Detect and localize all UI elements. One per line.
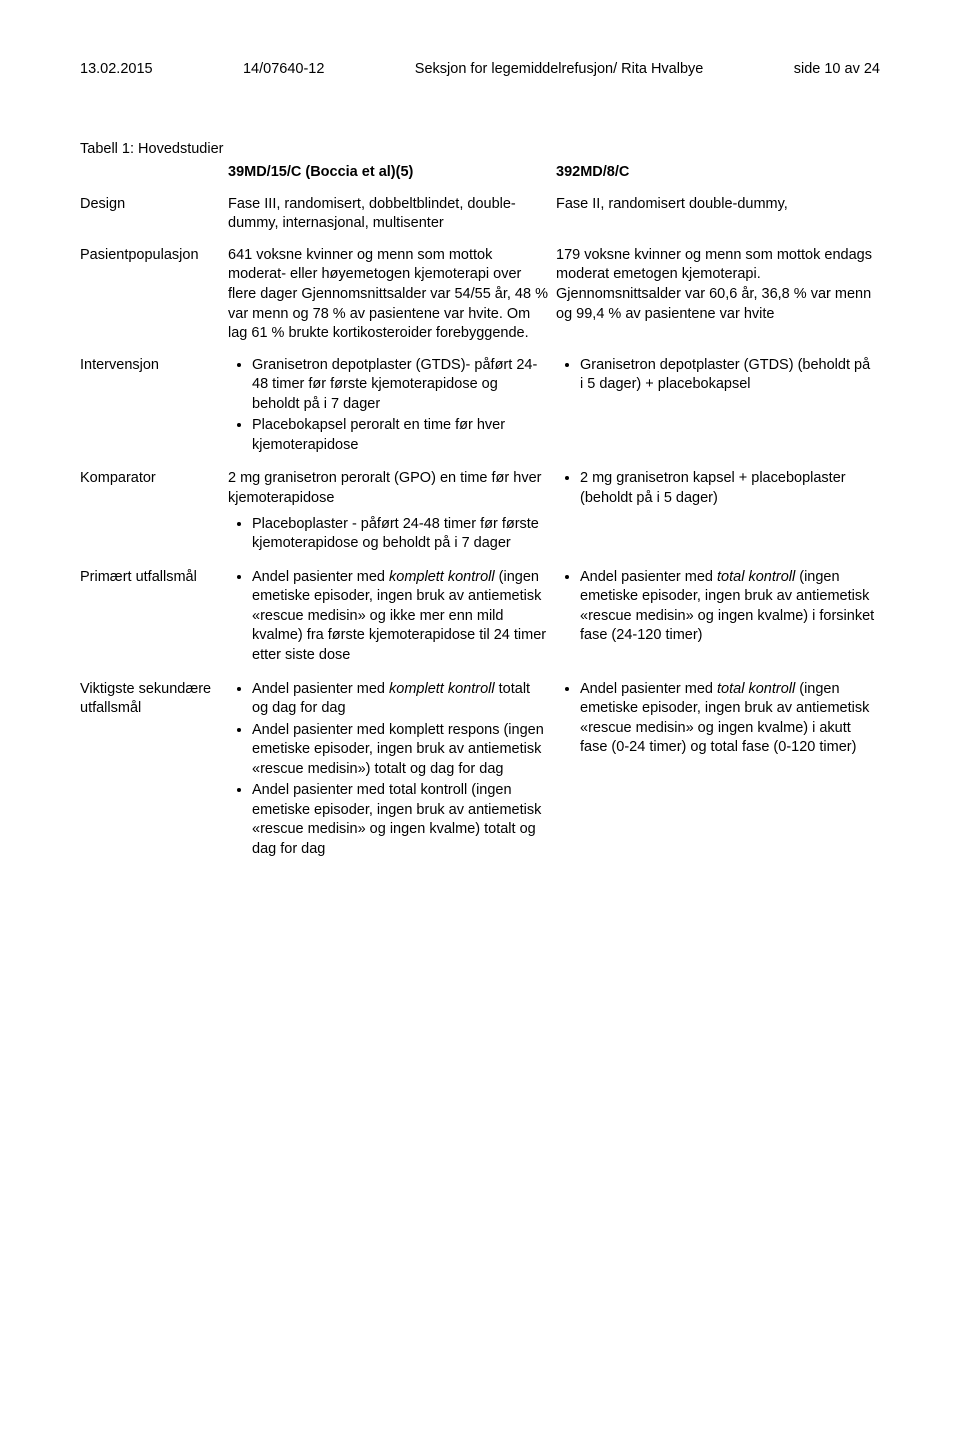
list: Andel pasienter med total kontroll (inge…	[556, 680, 876, 758]
row-komparator: Komparator 2 mg granisetron peroralt (GP…	[80, 467, 884, 565]
row-label: Viktigste sekundære utfallsmål	[80, 678, 228, 872]
list-item: Andel pasienter med total kontroll (inge…	[252, 781, 548, 859]
intervensjon-c2: Granisetron depotplaster (GTDS) (beholdt…	[556, 354, 884, 468]
list-item: Andel pasienter med total kontroll (inge…	[580, 680, 876, 758]
row-label: Design	[80, 193, 228, 244]
table-title: Tabell 1: Hovedstudier	[80, 140, 880, 160]
row-pasientpopulasjon: Pasientpopulasjon 641 voksne kvinner og …	[80, 244, 884, 354]
komparator-c1-lead: 2 mg granisetron peroralt (GPO) en time …	[228, 469, 548, 508]
text: Andel pasienter med	[580, 569, 717, 585]
komparator-c2: 2 mg granisetron kapsel + placeboplaster…	[556, 467, 884, 565]
primaert-c1: Andel pasienter med komplett kontroll (i…	[228, 566, 556, 678]
page-header: 13.02.2015 14/07640-12 Seksjon for legem…	[80, 60, 880, 80]
header-ref: 14/07640-12	[243, 60, 324, 80]
row-label: Primært utfallsmål	[80, 566, 228, 678]
sekundaere-c1: Andel pasienter med komplett kontroll to…	[228, 678, 556, 872]
list-item: Placeboplaster - påført 24-48 timer før …	[252, 515, 548, 554]
pasientpop-c2: 179 voksne kvinner og menn som mottok en…	[556, 244, 884, 354]
row-primaert: Primært utfallsmål Andel pasienter med k…	[80, 566, 884, 678]
list-item: Andel pasienter med total kontroll (inge…	[580, 568, 876, 646]
row-label: Pasientpopulasjon	[80, 244, 228, 354]
text: Andel pasienter med total kontroll (inge…	[252, 782, 541, 857]
col-header-study2: 392MD/8/C	[556, 161, 884, 193]
row-label: Komparator	[80, 467, 228, 565]
primaert-c2: Andel pasienter med total kontroll (inge…	[556, 566, 884, 678]
row-intervensjon: Intervensjon Granisetron depotplaster (G…	[80, 354, 884, 468]
header-section: Seksjon for legemiddelrefusjon/ Rita Hva…	[415, 60, 704, 80]
italic-text: komplett kontroll	[389, 569, 495, 585]
studies-table: 39MD/15/C (Boccia et al)(5) 392MD/8/C De…	[80, 161, 884, 871]
row-design: Design Fase III, randomisert, dobbeltbli…	[80, 193, 884, 244]
header-page: side 10 av 24	[794, 60, 880, 80]
list-item: Granisetron depotplaster (GTDS)- påført …	[252, 356, 548, 415]
text: Andel pasienter med komplett respons (in…	[252, 722, 544, 777]
text: Andel pasienter med	[252, 681, 389, 697]
design-c2: Fase II, randomisert double-dummy,	[556, 193, 884, 244]
col-header-study1: 39MD/15/C (Boccia et al)(5)	[228, 161, 556, 193]
italic-text: komplett kontroll	[389, 681, 495, 697]
list: Andel pasienter med komplett kontroll to…	[228, 680, 548, 860]
komparator-c1: 2 mg granisetron peroralt (GPO) en time …	[228, 467, 556, 565]
text: Andel pasienter med	[252, 569, 389, 585]
sekundaere-c2: Andel pasienter med total kontroll (inge…	[556, 678, 884, 872]
list-item: Andel pasienter med komplett kontroll to…	[252, 680, 548, 719]
list-item: Placebokapsel peroralt en time før hver …	[252, 416, 548, 455]
italic-text: total kontroll	[717, 681, 795, 697]
list-item: Andel pasienter med komplett kontroll (i…	[252, 568, 548, 666]
list-item: 2 mg granisetron kapsel + placeboplaster…	[580, 469, 876, 508]
design-c1: Fase III, randomisert, dobbeltblindet, d…	[228, 193, 556, 244]
list: Granisetron depotplaster (GTDS)- påført …	[228, 356, 548, 456]
pasientpop-c1: 641 voksne kvinner og menn som mottok mo…	[228, 244, 556, 354]
list: Andel pasienter med komplett kontroll (i…	[228, 568, 548, 666]
table-header-row: 39MD/15/C (Boccia et al)(5) 392MD/8/C	[80, 161, 884, 193]
list-item: Granisetron depotplaster (GTDS) (beholdt…	[580, 356, 876, 395]
list: 2 mg granisetron kapsel + placeboplaster…	[556, 469, 876, 508]
list: Placeboplaster - påført 24-48 timer før …	[228, 515, 548, 554]
row-label: Intervensjon	[80, 354, 228, 468]
intervensjon-c1: Granisetron depotplaster (GTDS)- påført …	[228, 354, 556, 468]
list: Andel pasienter med total kontroll (inge…	[556, 568, 876, 646]
header-date: 13.02.2015	[80, 60, 153, 80]
text: Andel pasienter med	[580, 681, 717, 697]
list-item: Andel pasienter med komplett respons (in…	[252, 721, 548, 780]
italic-text: total kontroll	[717, 569, 795, 585]
list: Granisetron depotplaster (GTDS) (beholdt…	[556, 356, 876, 395]
row-sekundaere: Viktigste sekundære utfallsmål Andel pas…	[80, 678, 884, 872]
